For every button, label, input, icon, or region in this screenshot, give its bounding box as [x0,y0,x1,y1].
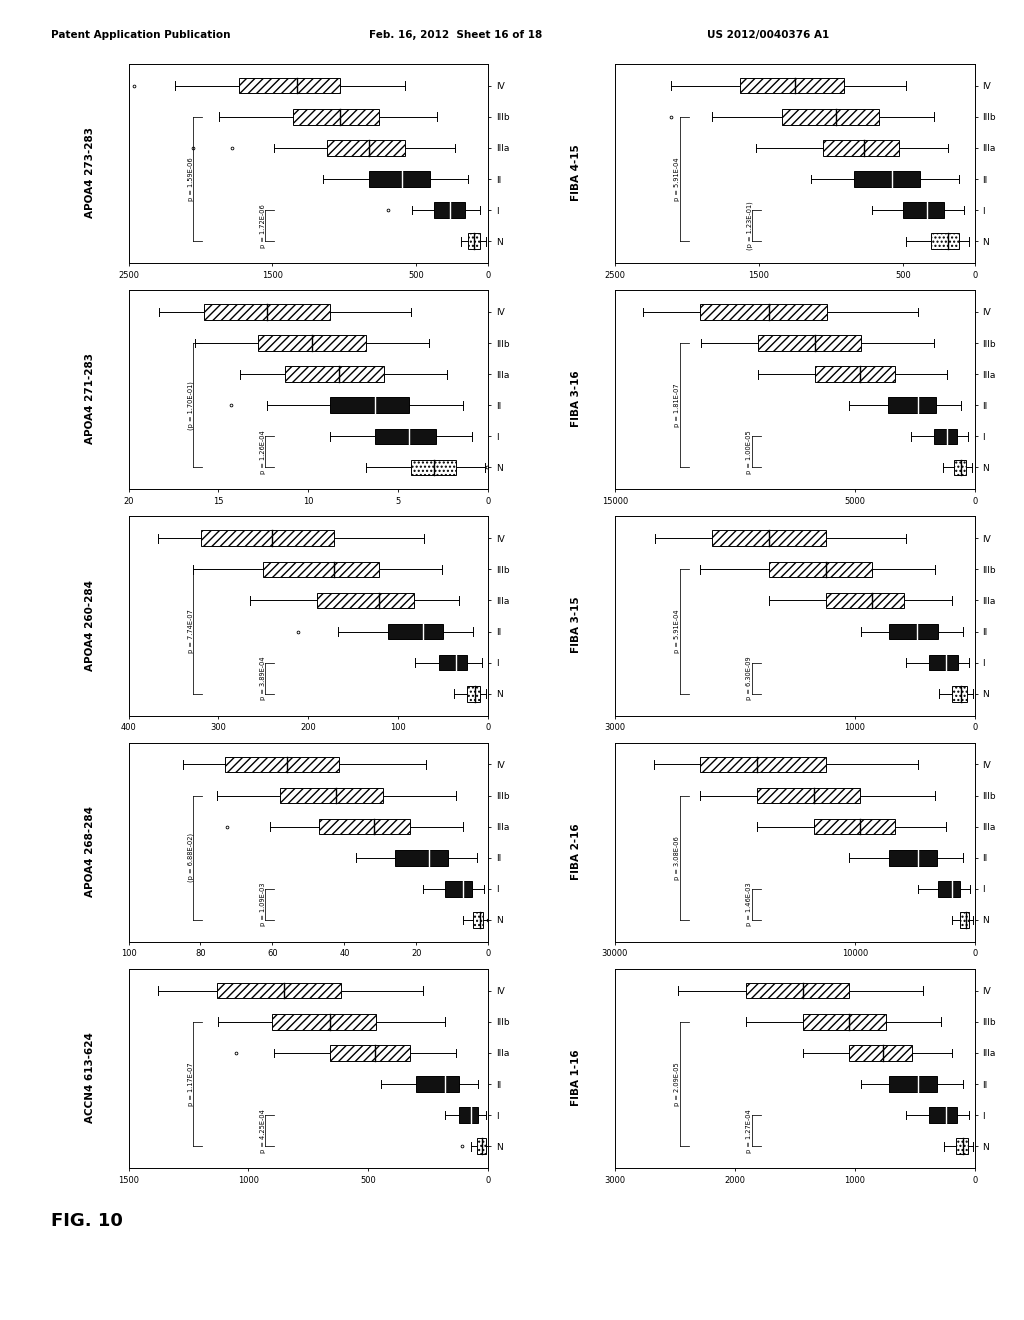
Bar [318,818,411,834]
Text: ACCN4 613-624: ACCN4 613-624 [85,1032,94,1123]
Bar [434,202,465,218]
Text: p = 3.08E-06: p = 3.08E-06 [674,836,680,879]
Text: (p = 1.70E-01): (p = 1.70E-01) [187,381,195,430]
Bar [369,172,430,187]
Bar [803,1014,886,1030]
Bar [439,655,467,671]
Bar [272,1014,376,1030]
Bar [460,1107,478,1123]
Bar [445,882,472,896]
Bar [932,234,958,249]
Bar [293,110,379,124]
Bar [782,110,879,124]
Text: p = 1.59E-06: p = 1.59E-06 [187,157,194,201]
Bar [202,531,334,546]
Bar [411,459,456,475]
Bar [330,397,410,413]
Text: p = 3.89E-04: p = 3.89E-04 [260,656,266,700]
Text: APOA4 273-283: APOA4 273-283 [85,127,94,218]
Text: FIBA 3-16: FIBA 3-16 [571,371,581,428]
Bar [888,397,936,413]
Text: APOA4 268-284: APOA4 268-284 [85,805,94,896]
Text: p = 1.72E-06: p = 1.72E-06 [260,203,266,248]
Bar [955,1138,968,1154]
Bar [757,788,860,804]
Text: FIBA 2-16: FIBA 2-16 [571,822,581,879]
Bar [328,140,404,156]
Bar [903,202,944,218]
Bar [934,429,956,444]
Bar [285,367,384,381]
Text: p = 6.30E-09: p = 6.30E-09 [746,656,753,700]
Text: FIBA 3-15: FIBA 3-15 [571,597,581,653]
Text: p = 4.25E-04: p = 4.25E-04 [260,1109,266,1152]
Bar [473,912,483,928]
Text: p = 1.46E-03: p = 1.46E-03 [746,883,753,927]
Bar [712,531,826,546]
Text: p = 5.91E-04: p = 5.91E-04 [674,610,680,653]
Bar [280,788,383,804]
Bar [263,561,379,577]
Bar [849,1045,912,1061]
Bar [929,655,957,671]
Bar [929,1107,956,1123]
Bar [814,818,895,834]
Bar [826,593,904,609]
Text: APOA4 260-284: APOA4 260-284 [85,579,94,671]
Bar [240,78,340,94]
Bar [889,850,937,866]
Text: p = 5.91E-04: p = 5.91E-04 [674,157,680,201]
Bar [316,593,414,609]
Bar [395,850,449,866]
Bar [330,1045,410,1061]
Bar [468,234,480,249]
Text: FIBA 4-15: FIBA 4-15 [571,144,581,201]
Text: p = 1.00E-05: p = 1.00E-05 [746,430,753,474]
Text: p = 1.81E-07: p = 1.81E-07 [674,384,680,428]
Text: p = 1.27E-04: p = 1.27E-04 [746,1109,753,1152]
Text: p = 1.17E-07: p = 1.17E-07 [187,1063,194,1106]
Text: p = 7.74E-07: p = 7.74E-07 [187,610,194,653]
Text: APOA4 271-283: APOA4 271-283 [85,354,94,445]
Bar [258,335,366,351]
Bar [477,1138,485,1154]
Bar [700,304,826,319]
Text: p = 1.09E-03: p = 1.09E-03 [260,883,266,927]
Text: Feb. 16, 2012  Sheet 16 of 18: Feb. 16, 2012 Sheet 16 of 18 [369,30,542,41]
Text: FIG. 10: FIG. 10 [51,1212,123,1230]
Text: FIBA 1-16: FIBA 1-16 [571,1049,581,1106]
Text: (p = 1.23E-01): (p = 1.23E-01) [746,202,753,249]
Bar [889,1076,937,1092]
Text: (p = 6.88E-02): (p = 6.88E-02) [187,833,195,882]
Bar [938,882,959,896]
Bar [699,756,826,772]
Bar [467,686,480,701]
Text: Patent Application Publication: Patent Application Publication [51,30,230,41]
Bar [375,429,436,444]
Text: p = 1.26E-04: p = 1.26E-04 [260,430,266,474]
Bar [217,983,341,998]
Bar [758,335,861,351]
Bar [959,912,969,928]
Bar [746,983,849,998]
Text: US 2012/0040376 A1: US 2012/0040376 A1 [707,30,828,41]
Bar [769,561,871,577]
Bar [889,624,938,639]
Bar [224,756,339,772]
Bar [388,624,443,639]
Bar [740,78,844,94]
Bar [204,304,330,319]
Bar [823,140,899,156]
Bar [954,459,966,475]
Bar [952,686,967,701]
Bar [417,1076,460,1092]
Bar [815,367,895,381]
Text: p = 2.09E-05: p = 2.09E-05 [674,1063,680,1106]
Bar [854,172,921,187]
